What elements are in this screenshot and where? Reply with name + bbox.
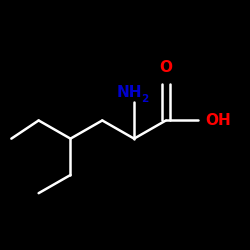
Text: NH: NH <box>117 84 142 100</box>
Text: O: O <box>160 60 172 74</box>
Text: 2: 2 <box>141 94 148 104</box>
Text: OH: OH <box>206 113 232 128</box>
